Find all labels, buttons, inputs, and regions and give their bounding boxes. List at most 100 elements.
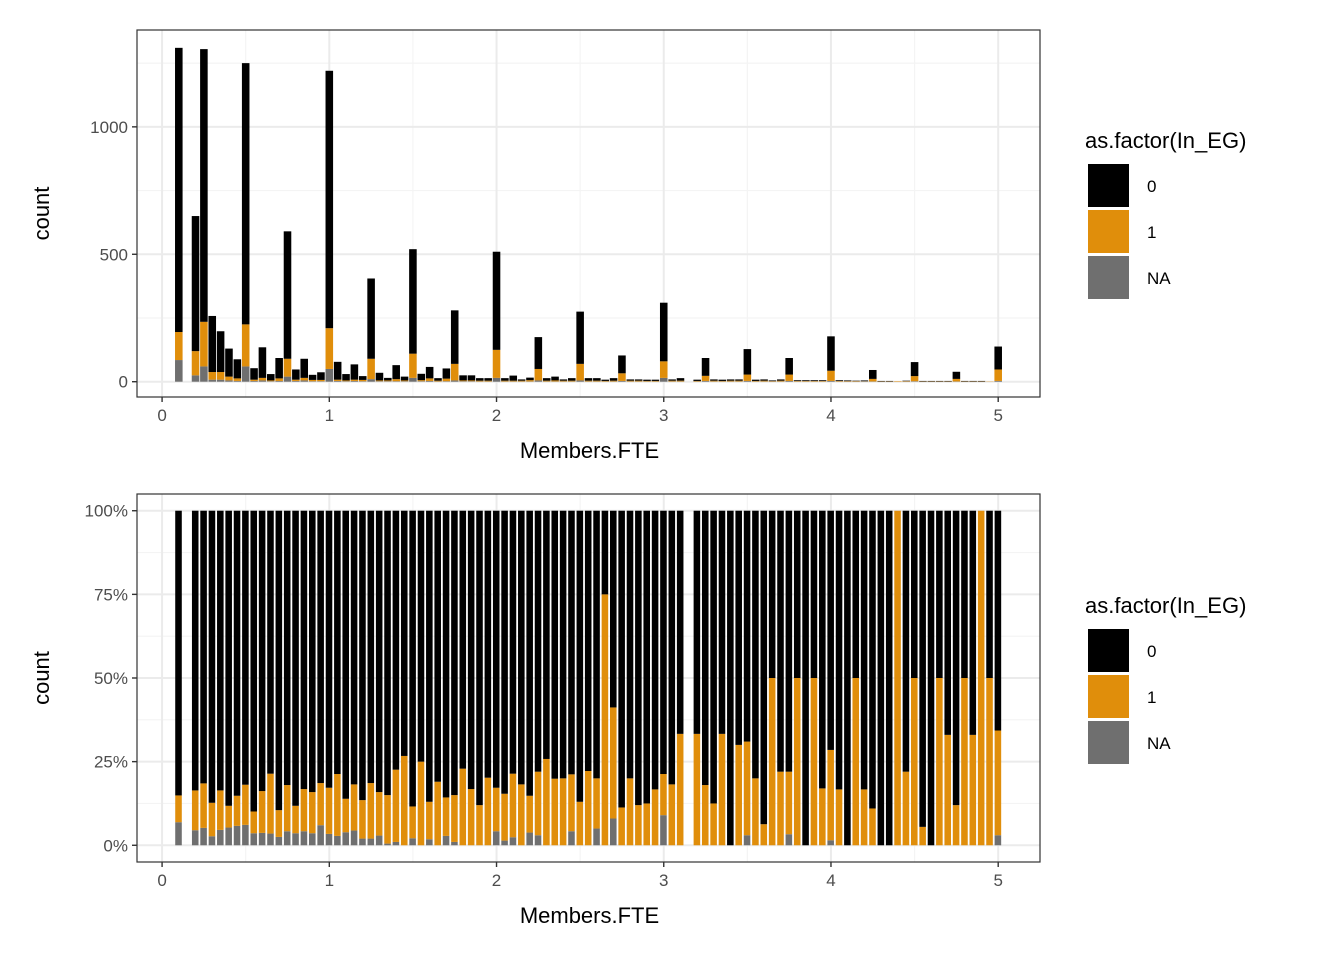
bar-segment-1-2.15 (517, 380, 526, 382)
bar-segment-1-0.2 (191, 790, 199, 831)
bar-segment-1-3.05 (668, 784, 676, 846)
bar-segment-0-4.1 (843, 380, 852, 382)
bar-segment-1-0.6 (258, 377, 267, 381)
bar-segment-1-2.75 (618, 373, 626, 381)
bar-segment-1-4.2 (860, 789, 868, 846)
y-tick-label: 50% (94, 669, 128, 688)
bar-segment-NA-2.05 (501, 840, 508, 846)
bar-segment-1-2.7 (610, 707, 617, 819)
bar-segment-0-0.55 (250, 368, 258, 380)
bar-segment-0-3.55 (751, 379, 760, 381)
bar-segment-1-3.1 (676, 733, 684, 846)
bar-segment-0-2.5 (576, 311, 584, 364)
bar-segment-0-1.85 (467, 510, 475, 790)
bar-segment-NA-2.6 (593, 828, 600, 846)
bar-segment-0-3.65 (768, 510, 776, 678)
bar-segment-NA-1.35 (384, 381, 392, 382)
x-tick-label: 2 (492, 871, 501, 890)
bar-segment-1-0.85 (300, 377, 309, 381)
bar-segment-0-3.3 (710, 379, 718, 381)
bar-segment-1-2.45 (568, 774, 575, 832)
bar-segment-1-2.2 (526, 380, 534, 382)
bar-segment-0-2.75 (618, 510, 625, 808)
legend-label-0: 0 (1147, 642, 1156, 661)
bar-segment-1-4.95 (986, 678, 993, 846)
top-panel-border (136, 29, 1041, 398)
bar-segment-0-3.9 (810, 380, 819, 381)
bar-segment-0-3.7 (777, 510, 784, 772)
bar-segment-1-2.6 (593, 778, 600, 829)
bar-segment-0-0.2 (191, 216, 200, 352)
bar-segment-1-1.3 (375, 380, 384, 382)
bar-segment-1-4.65 (936, 678, 943, 846)
x-tick-label: 3 (659, 871, 668, 890)
bar-segment-1-2.2 (526, 795, 533, 833)
bar-segment-1-2.25 (534, 368, 543, 381)
bar-segment-0-1.7 (442, 368, 451, 379)
bar-segment-0-1.05 (333, 361, 342, 380)
bar-segment-0-2.8 (626, 510, 634, 779)
bar-segment-1-3.55 (751, 380, 760, 382)
bar-segment-0-1.6 (426, 510, 433, 802)
bar-segment-NA-0.6 (258, 380, 267, 382)
bar-segment-0-0.95 (317, 510, 324, 784)
bar-segment-NA-0.1 (175, 822, 182, 846)
bar-segment-NA-0.55 (250, 833, 258, 846)
bar-segment-0-4.8 (961, 510, 968, 678)
bar-segment-1-4.5 (911, 678, 918, 846)
bar-segment-1-3.45 (735, 380, 743, 382)
bar-segment-NA-0.65 (267, 833, 274, 846)
bar-segment-1-0.2 (191, 351, 200, 376)
bar-segment-0-3.3 (710, 510, 717, 804)
bar-segment-0-2.75 (618, 355, 626, 374)
bar-segment-0-0.1 (175, 47, 183, 333)
bottom-legend-title: as.factor(In_EG) (1085, 593, 1246, 618)
bar-segment-1-2.6 (593, 380, 601, 382)
bar-segment-1-1.5 (409, 806, 416, 839)
bar-segment-0-3.25 (701, 358, 710, 376)
bar-segment-0-1.35 (384, 510, 391, 796)
bar-segment-0-0.7 (275, 358, 283, 379)
bar-segment-1-0.5 (241, 324, 250, 367)
bar-segment-0-1.35 (384, 377, 392, 381)
bar-segment-1-0.7 (275, 378, 283, 381)
top-x-axis-title: Members.FTE (520, 438, 659, 463)
bar-segment-1-3.4 (726, 380, 735, 382)
bar-segment-0-1.1 (342, 374, 350, 381)
bar-segment-0-1.15 (350, 364, 359, 380)
bar-segment-0-2.8 (626, 379, 635, 381)
bar-segment-0-4.25 (869, 510, 876, 809)
bar-segment-1-1 (325, 787, 333, 834)
bar-segment-1-0.3 (208, 802, 216, 837)
bar-segment-1-1.3 (375, 792, 383, 836)
bar-segment-1-2.9 (643, 380, 651, 382)
bar-segment-NA-1.05 (334, 835, 341, 846)
bar-segment-0-1.9 (476, 378, 484, 381)
bar-segment-NA-3 (660, 815, 667, 846)
bar-segment-0-1.65 (434, 510, 441, 782)
bar-segment-1-1.8 (459, 380, 467, 382)
bar-segment-0-4.45 (902, 380, 911, 382)
bar-segment-0-4.55 (919, 510, 926, 827)
bar-segment-0-2.7 (609, 378, 618, 381)
bar-segment-NA-1.05 (333, 380, 342, 382)
bar-segment-1-2.05 (501, 793, 508, 841)
bar-segment-1-1.45 (400, 380, 409, 382)
bar-segment-1-2.75 (618, 807, 625, 846)
bar-segment-1-0.95 (317, 379, 325, 382)
bar-segment-NA-0.85 (300, 380, 309, 382)
bar-segment-1-1 (325, 328, 334, 369)
bar-segment-0-2.35 (551, 376, 559, 381)
bar-segment-NA-0.4 (225, 827, 232, 846)
bar-segment-0-3 (659, 302, 668, 362)
bar-segment-1-1.85 (467, 789, 475, 846)
bar-segment-0-4.3 (877, 380, 885, 382)
bar-segment-0-1.8 (459, 375, 467, 381)
bar-segment-1-2.4 (559, 380, 568, 382)
bar-segment-0-4.25 (868, 369, 877, 379)
bar-segment-0-4.95 (986, 510, 993, 678)
bar-segment-0-0.6 (258, 510, 266, 792)
bar-segment-0-1.05 (334, 510, 341, 775)
bar-segment-NA-1.6 (426, 839, 433, 846)
bar-segment-1-4.4 (894, 381, 902, 382)
